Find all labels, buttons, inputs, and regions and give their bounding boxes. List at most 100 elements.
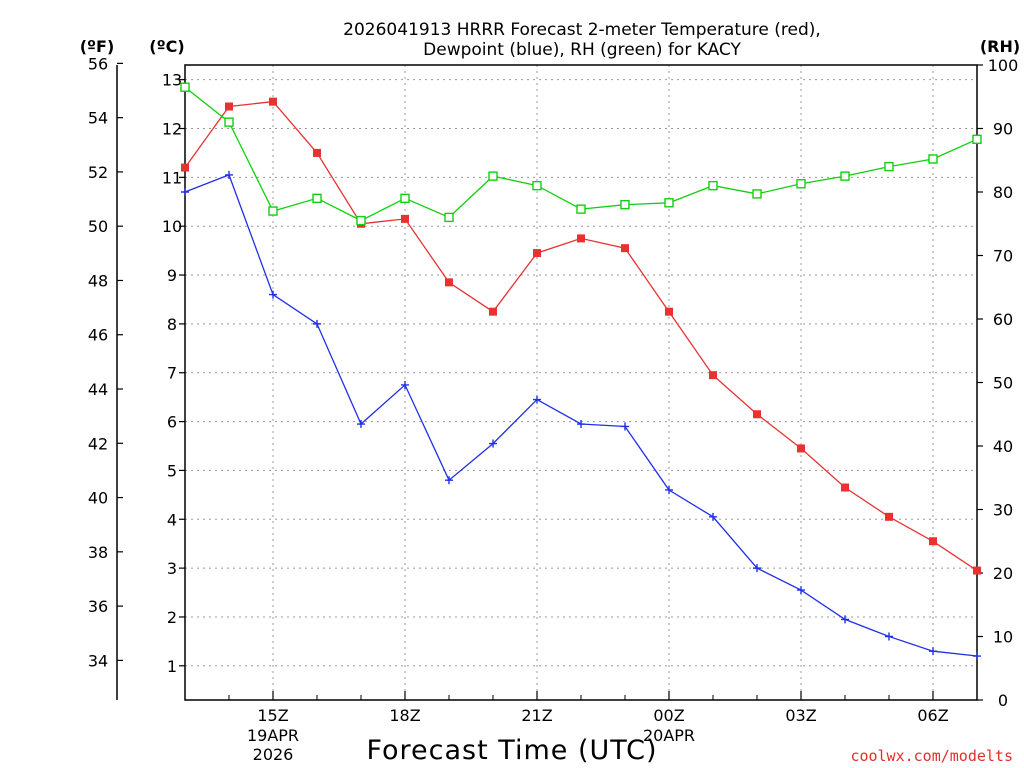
celsius-tick-label: 3: [167, 559, 177, 578]
rh-tick-label: 100: [988, 56, 1019, 75]
temperature-point: [401, 214, 409, 223]
grid-lines: [185, 65, 977, 700]
celsius-tick-label: 13: [162, 71, 182, 90]
rh-point: [224, 117, 234, 127]
temperature-point: [313, 148, 321, 157]
celsius-tick-label: 6: [167, 413, 177, 432]
temperature-point: [577, 234, 585, 243]
time-tick-label: 00Z: [653, 706, 684, 725]
rh-point: [972, 134, 982, 144]
rh-tick-label: 10: [993, 628, 1013, 647]
fahrenheit-tick-label: 52: [88, 163, 108, 182]
temperature-point: [225, 102, 233, 111]
temperature-point: [665, 307, 673, 316]
dewpoint-point: [753, 564, 761, 573]
temperature-point: [445, 278, 453, 287]
fahrenheit-tick-label: 40: [88, 489, 108, 508]
temperature-point: [929, 537, 937, 546]
temperature-point: [489, 307, 497, 316]
dewpoint-point: [533, 395, 541, 404]
dewpoint-line: [184, 174, 978, 657]
rh-point: [532, 180, 542, 191]
time-tick-label: 06Z: [917, 706, 948, 725]
dewpoint-point: [225, 170, 233, 179]
celsius-tick-label: 11: [162, 168, 182, 187]
temperature-point: [621, 244, 629, 253]
dewpoint-point: [797, 586, 805, 595]
fahrenheit-axis: 34 36 38 40 42 44 46 48 50 52 54 56: [88, 54, 123, 670]
celsius-tick-label: 5: [167, 461, 177, 480]
rh-point: [840, 171, 850, 181]
rh-tick-label: 80: [993, 183, 1013, 202]
fahrenheit-tick-label: 44: [88, 380, 108, 399]
year-label: 2026: [253, 745, 294, 764]
rh-tick-label: 0: [998, 691, 1008, 710]
fahrenheit-tick-label: 38: [88, 543, 108, 562]
rh-point: [796, 179, 806, 189]
rh-point: [356, 215, 366, 226]
temperature-point: [973, 566, 981, 575]
fahrenheit-tick-label: 48: [88, 271, 108, 290]
chart-title-line1: 2026041913 HRRR Forecast 2-meter Tempera…: [343, 20, 821, 40]
rh-point: [620, 199, 630, 210]
rh-point: [664, 198, 674, 208]
time-tick-label: 03Z: [785, 706, 816, 725]
celsius-tick-label: 4: [167, 510, 177, 529]
rh-point: [928, 154, 938, 164]
dewpoint-point: [269, 290, 277, 299]
temperature-line: [184, 100, 978, 572]
dewpoint-point: [621, 422, 629, 431]
dewpoint-point: [401, 380, 409, 389]
rh-unit-label: (RH): [980, 37, 1020, 56]
dewpoint-point: [445, 476, 453, 485]
fahrenheit-tick-label: 54: [88, 109, 108, 128]
rh-tick-label: 90: [993, 120, 1013, 139]
series-layer: [180, 82, 982, 661]
temperature-point: [797, 444, 805, 453]
time-tick-label: 21Z: [521, 706, 552, 725]
celsius-tick-label: 9: [167, 266, 177, 285]
rh-line: [184, 86, 978, 222]
temperature-point: [709, 371, 717, 380]
time-tick-label: 15Z: [257, 706, 288, 725]
rh-axis: 0 10 20 30 40 50 60 70 80 90 100: [977, 56, 1018, 710]
rh-tick-label: 20: [993, 564, 1013, 583]
fahrenheit-unit-label: (ºF): [80, 37, 115, 56]
rh-tick-label: 50: [993, 374, 1013, 393]
dewpoint-point: [577, 420, 585, 429]
temperature-point: [533, 249, 541, 258]
rh-tick-label: 40: [993, 437, 1013, 456]
rh-point: [312, 193, 322, 204]
dewpoint-point: [665, 485, 673, 494]
rh-point: [884, 161, 894, 172]
celsius-tick-label: 2: [167, 608, 177, 627]
rh-tick-label: 30: [993, 501, 1013, 520]
plot-frame: [184, 64, 978, 701]
rh-point: [488, 171, 498, 181]
rh-point: [708, 180, 718, 191]
temperature-point: [885, 512, 893, 521]
temperature-point: [753, 410, 761, 419]
x-axis-title: Forecast Time (UTC): [366, 735, 657, 766]
dewpoint-point: [973, 652, 981, 661]
rh-point: [268, 206, 278, 216]
fahrenheit-tick-label: 46: [88, 326, 108, 345]
fahrenheit-tick-label: 42: [88, 434, 108, 453]
celsius-tick-label: 8: [167, 315, 177, 334]
credit-text: coolwx.com/modelts: [850, 747, 1013, 765]
rh-point: [444, 212, 454, 223]
dewpoint-point: [357, 420, 365, 429]
temperature-point: [841, 483, 849, 492]
celsius-tick-label: 7: [167, 364, 177, 383]
chart-title-line2: Dewpoint (blue), RH (green) for KACY: [423, 40, 741, 60]
fahrenheit-tick-label: 34: [88, 651, 108, 670]
dewpoint-point: [929, 647, 937, 656]
date-label: 19APR: [247, 726, 299, 745]
rh-tick-label: 70: [993, 247, 1013, 266]
temperature-point: [181, 163, 189, 172]
celsius-tick-label: 10: [162, 217, 182, 236]
dewpoint-point: [313, 319, 321, 328]
